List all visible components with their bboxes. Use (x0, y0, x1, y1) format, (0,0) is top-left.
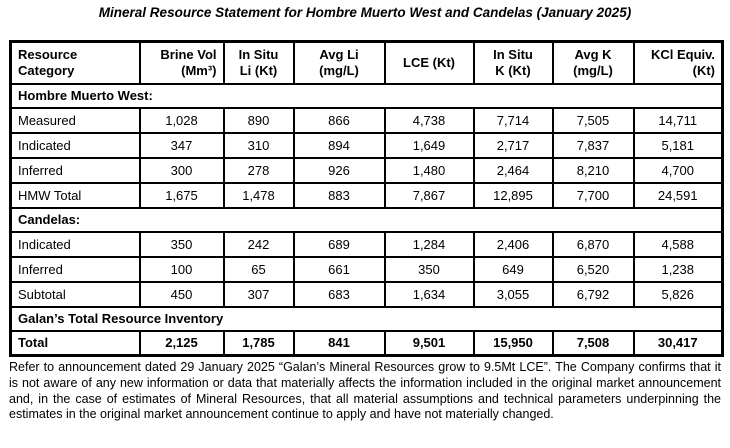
table-row: Subtotal 450 307 683 1,634 3,055 6,792 5,826 (9, 280, 724, 308)
section-header-row: Galan’s Total Resource Inventory (9, 305, 724, 332)
value-cell: 347 (138, 131, 225, 159)
value-cell: 1,649 (383, 131, 475, 159)
value-cell: 8,210 (551, 156, 635, 184)
value-cell: 866 (292, 106, 386, 134)
mineral-resource-table: Resource Category Brine Vol (Mm³) In Situ Li … (9, 40, 724, 357)
value-cell: 12,895 (472, 181, 554, 209)
section-label: Candelas: (9, 206, 724, 233)
section-header-row: Candelas: (9, 206, 724, 233)
value-cell: 6,792 (551, 280, 635, 308)
value-cell: 7,508 (551, 329, 635, 357)
table-row: Total 2,125 1,785 841 9,501 15,950 7,508 30,417 (9, 329, 724, 357)
column-header: Brine Vol (Mm³) (138, 40, 225, 85)
footnote-text: Refer to announcement dated 29 January 2… (9, 360, 721, 422)
column-header: KCl Equiv. (Kt) (632, 40, 724, 85)
value-cell: 1,478 (222, 181, 295, 209)
column-header: In Situ K (Kt) (472, 40, 554, 85)
value-cell: 7,700 (551, 181, 635, 209)
table-body: Hombre Muerto West: Measured 1,028 890 866 4,… (9, 82, 724, 357)
value-cell: 14,711 (632, 106, 724, 134)
value-cell: 883 (292, 181, 386, 209)
value-cell: 6,520 (551, 255, 635, 283)
table-header-row: Resource Category Brine Vol (Mm³) In Situ Li … (9, 40, 724, 85)
value-cell: 689 (292, 230, 386, 258)
value-cell: 5,181 (632, 131, 724, 159)
table-row: Measured 1,028 890 866 4,738 7,714 7,505 14,711 (9, 106, 724, 134)
table-header: Resource Category Brine Vol (Mm³) In Situ Li … (9, 40, 724, 85)
value-cell: 683 (292, 280, 386, 308)
value-cell: 450 (138, 280, 225, 308)
value-cell: 1,785 (222, 329, 295, 357)
value-cell: 4,738 (383, 106, 475, 134)
column-header: LCE (Kt) (383, 40, 475, 85)
table-row: Inferred 100 65 661 350 649 6,520 1,238 (9, 255, 724, 283)
table-row: Inferred 300 278 926 1,480 2,464 8,210 4,700 (9, 156, 724, 184)
value-cell: 1,238 (632, 255, 724, 283)
value-cell: 661 (292, 255, 386, 283)
value-cell: 3,055 (472, 280, 554, 308)
value-cell: 30,417 (632, 329, 724, 357)
category-cell: Total (9, 329, 141, 357)
value-cell: 350 (383, 255, 475, 283)
value-cell: 310 (222, 131, 295, 159)
table-row: HMW Total 1,675 1,478 883 7,867 12,895 7,700 24… (9, 181, 724, 209)
value-cell: 2,125 (138, 329, 225, 357)
value-cell: 7,505 (551, 106, 635, 134)
value-cell: 5,826 (632, 280, 724, 308)
value-cell: 7,867 (383, 181, 475, 209)
value-cell: 1,675 (138, 181, 225, 209)
value-cell: 649 (472, 255, 554, 283)
column-header: In Situ Li (Kt) (222, 40, 295, 85)
value-cell: 307 (222, 280, 295, 308)
value-cell: 1,284 (383, 230, 475, 258)
value-cell: 841 (292, 329, 386, 357)
column-header: Avg K (mg/L) (551, 40, 635, 85)
value-cell: 1,634 (383, 280, 475, 308)
value-cell: 7,837 (551, 131, 635, 159)
category-cell: Inferred (9, 255, 141, 283)
table-row: Indicated 350 242 689 1,284 2,406 6,870 4,588 (9, 230, 724, 258)
section-label: Galan’s Total Resource Inventory (9, 305, 724, 332)
section-header-row: Hombre Muerto West: (9, 82, 724, 109)
value-cell: 278 (222, 156, 295, 184)
value-cell: 242 (222, 230, 295, 258)
value-cell: 2,717 (472, 131, 554, 159)
value-cell: 15,950 (472, 329, 554, 357)
category-cell: Indicated (9, 131, 141, 159)
value-cell: 24,591 (632, 181, 724, 209)
value-cell: 894 (292, 131, 386, 159)
value-cell: 4,700 (632, 156, 724, 184)
value-cell: 2,464 (472, 156, 554, 184)
column-header: Resource Category (9, 40, 141, 85)
value-cell: 1,480 (383, 156, 475, 184)
category-cell: Subtotal (9, 280, 141, 308)
category-cell: Inferred (9, 156, 141, 184)
value-cell: 2,406 (472, 230, 554, 258)
document-page: Mineral Resource Statement for Hombre Mu… (9, 5, 724, 422)
value-cell: 890 (222, 106, 295, 134)
column-header: Avg Li (mg/L) (292, 40, 386, 85)
value-cell: 1,028 (138, 106, 225, 134)
table-row: Indicated 347 310 894 1,649 2,717 7,837 5,181 (9, 131, 724, 159)
value-cell: 350 (138, 230, 225, 258)
category-cell: Indicated (9, 230, 141, 258)
value-cell: 7,714 (472, 106, 554, 134)
value-cell: 65 (222, 255, 295, 283)
value-cell: 4,588 (632, 230, 724, 258)
value-cell: 300 (138, 156, 225, 184)
document-title: Mineral Resource Statement for Hombre Mu… (98, 5, 632, 20)
section-label: Hombre Muerto West: (9, 82, 724, 109)
value-cell: 9,501 (383, 329, 475, 357)
value-cell: 100 (138, 255, 225, 283)
category-cell: HMW Total (9, 181, 141, 209)
category-cell: Measured (9, 106, 141, 134)
value-cell: 926 (292, 156, 386, 184)
value-cell: 6,870 (551, 230, 635, 258)
